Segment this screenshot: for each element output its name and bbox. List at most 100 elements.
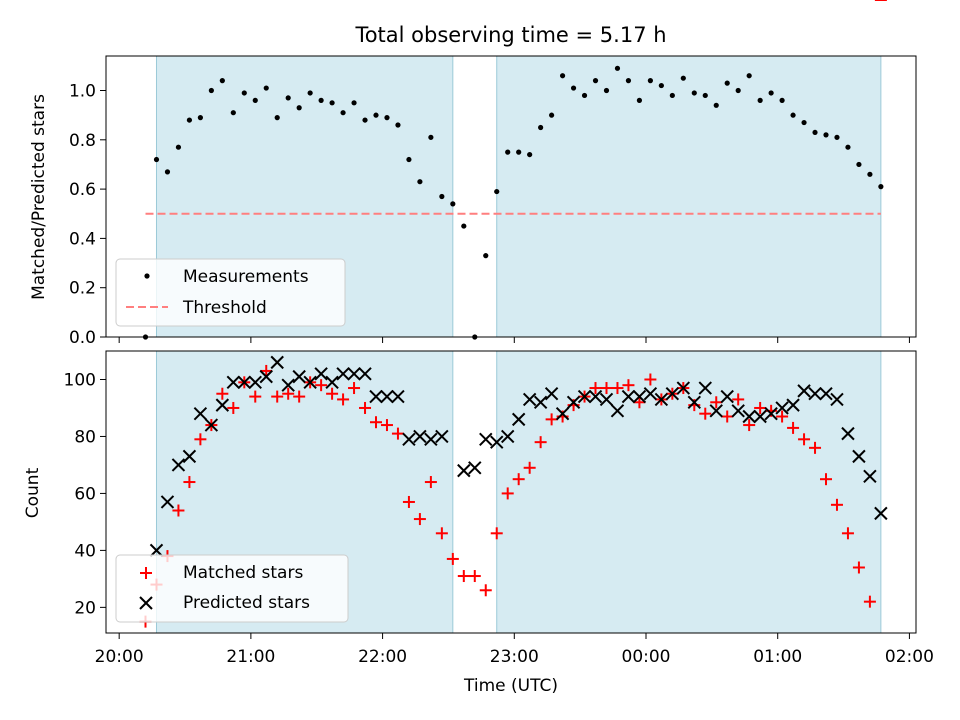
- predicted-star-point: [391, 389, 405, 404]
- measurement-point: [197, 115, 203, 121]
- predicted-star-point: [457, 463, 471, 478]
- measurement-point: [647, 78, 653, 84]
- measurement-point: [274, 115, 280, 121]
- measurement-point: [186, 117, 193, 123]
- predicted-star-point: [171, 458, 186, 472]
- measurement-point: [581, 92, 588, 99]
- matched-legend-label: Matched stars: [183, 563, 303, 583]
- predicted-star-point: [501, 429, 515, 444]
- y-tick-label: 60: [74, 484, 96, 504]
- matched-star-point: [611, 382, 624, 395]
- predicted-legend-label: Predicted stars: [183, 593, 310, 613]
- ratio-legend: Measurements Threshold: [115, 258, 346, 327]
- measurement-point: [570, 85, 577, 91]
- measurement-point: [724, 80, 730, 86]
- predicted-star-point: [588, 389, 603, 404]
- measurement-point: [340, 110, 346, 116]
- matched-star-point: [468, 570, 481, 583]
- y-tick-label: 0.2: [69, 279, 96, 299]
- predicted-star-point: [468, 461, 482, 475]
- measurement-point: [768, 90, 774, 96]
- ratio-observing-windows: [155, 55, 882, 338]
- matched-star-point: [271, 390, 284, 403]
- predicted-star-point: [325, 375, 339, 390]
- matched-star-point: [282, 387, 295, 400]
- matched-star-point: [787, 421, 800, 434]
- matched-star-point: [743, 419, 756, 432]
- measurement-point: [757, 97, 763, 103]
- measurement-point: [230, 110, 236, 116]
- measurement-point: [450, 201, 456, 207]
- measurement-point: [329, 100, 335, 106]
- predicted-star-point: [577, 389, 592, 404]
- predicted-star-point: [544, 387, 559, 401]
- predicted-star-point: [610, 404, 625, 418]
- predicted-star-point: [764, 406, 778, 421]
- measurement-point: [592, 78, 599, 84]
- measurement-point: [691, 90, 697, 96]
- predicted-star-point: [292, 369, 306, 384]
- predicted-star-point: [237, 375, 251, 390]
- predicted-star-point: [621, 389, 636, 404]
- matched-star-point: [194, 433, 207, 446]
- measurement-point: [296, 105, 302, 111]
- measurement-point: [680, 75, 686, 81]
- ratio-legend-box: [115, 258, 346, 327]
- predicted-star-point: [841, 426, 855, 441]
- x-tick-label: 02:00: [885, 647, 934, 667]
- y-tick-label: 0.0: [69, 328, 96, 348]
- x-axis-label: Time (UTC): [463, 676, 558, 696]
- predicted-star-point: [522, 392, 537, 407]
- predicted-star-point: [347, 367, 361, 381]
- predicted-star-point: [149, 543, 164, 558]
- matched-star-point: [479, 584, 492, 597]
- matched-star-point: [523, 461, 536, 474]
- measurement-point: [867, 171, 873, 177]
- matched-star-point: [852, 561, 865, 574]
- x-tick-label: 21:00: [226, 647, 275, 667]
- measurement-point: [516, 149, 522, 155]
- count-x-ticks: 20:00 21:00 22:00 23:00 00:00 01:00 02:00: [95, 633, 934, 667]
- matched-star-point: [337, 393, 350, 406]
- matched-star-point: [830, 498, 843, 511]
- measurement-point: [307, 90, 313, 96]
- ratio-panel-frame: [105, 55, 917, 338]
- predicted-star-point: [303, 375, 317, 390]
- matched-star-point: [370, 416, 382, 429]
- measurement-point: [384, 115, 390, 121]
- matched-star-point: [863, 595, 876, 608]
- matched-star-point: [776, 410, 789, 423]
- measurement-point: [219, 78, 225, 84]
- measurement-point: [713, 102, 719, 108]
- predicted-star-point: [369, 389, 383, 404]
- matched-star-point: [359, 401, 372, 414]
- x-tick-label: 22:00: [358, 647, 407, 667]
- count-panel: 20 40 60 80 100 20:00 21:00 22:00 23:00 00:00 01:…: [23, 0, 934, 696]
- predicted-star-point: [358, 367, 372, 381]
- matched-star-point: [227, 401, 240, 414]
- measurement-point: [856, 161, 862, 168]
- measurement-point: [636, 97, 643, 103]
- y-tick-label: 20: [74, 598, 96, 618]
- count-legend: Matched stars Predicted stars: [115, 554, 349, 623]
- measurement-point: [483, 253, 489, 259]
- matched-star-point: [413, 513, 426, 526]
- count-panel-frame: [105, 350, 917, 634]
- measurement-point: [801, 119, 807, 126]
- measurement-point: [252, 97, 258, 103]
- y-tick-label: 40: [74, 541, 96, 561]
- predicted-legend-marker: [139, 596, 153, 610]
- matched-star-point: [644, 373, 657, 386]
- measurement-point: [834, 134, 840, 140]
- matched-star-point: [216, 387, 229, 400]
- measurement-point: [406, 156, 412, 163]
- measurement-point: [702, 92, 708, 99]
- count-legend-box: [115, 554, 349, 623]
- predicted-star-point: [380, 389, 394, 404]
- matched-star-point: [820, 473, 832, 486]
- predicted-star-point: [435, 429, 449, 444]
- predicted-star-point: [808, 387, 822, 401]
- y-tick-label: 100: [64, 370, 96, 390]
- matched-star-point: [183, 476, 196, 489]
